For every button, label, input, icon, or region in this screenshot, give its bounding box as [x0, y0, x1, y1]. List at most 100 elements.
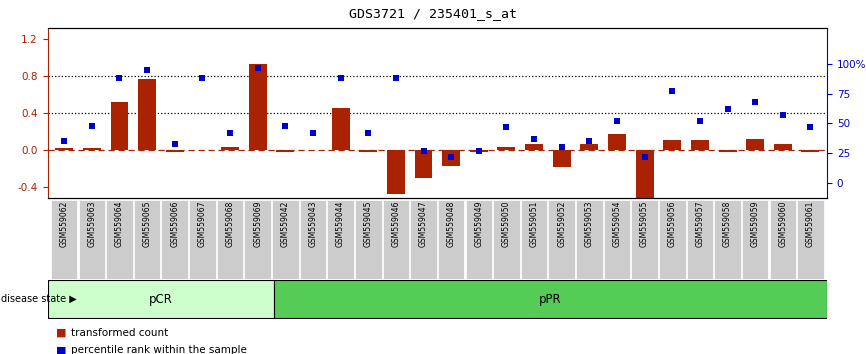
Point	[389, 75, 403, 81]
Text: GSM559043: GSM559043	[308, 201, 318, 247]
FancyBboxPatch shape	[410, 200, 436, 279]
Text: GSM559046: GSM559046	[391, 201, 400, 247]
Text: pCR: pCR	[149, 293, 173, 306]
Text: GSM559066: GSM559066	[171, 201, 179, 247]
Text: GSM559048: GSM559048	[447, 201, 456, 247]
Text: ■: ■	[56, 328, 67, 338]
FancyBboxPatch shape	[576, 200, 603, 279]
Point	[85, 123, 99, 129]
Text: GSM559059: GSM559059	[751, 201, 759, 247]
Text: GDS3721 / 235401_s_at: GDS3721 / 235401_s_at	[349, 7, 517, 20]
Bar	[387, 150, 404, 194]
FancyBboxPatch shape	[355, 200, 382, 279]
Bar	[636, 150, 654, 202]
FancyBboxPatch shape	[438, 200, 464, 279]
Bar	[691, 140, 709, 150]
Bar	[525, 144, 543, 150]
Point	[113, 75, 126, 81]
Point	[500, 124, 514, 130]
FancyBboxPatch shape	[548, 200, 575, 279]
Point	[223, 130, 237, 136]
FancyBboxPatch shape	[244, 200, 271, 279]
Text: GSM559063: GSM559063	[87, 201, 96, 247]
FancyBboxPatch shape	[383, 200, 409, 279]
Bar	[443, 150, 460, 166]
FancyBboxPatch shape	[300, 200, 326, 279]
Point	[417, 148, 430, 154]
FancyBboxPatch shape	[714, 200, 740, 279]
Bar	[497, 148, 515, 150]
Text: GSM559069: GSM559069	[253, 201, 262, 247]
FancyBboxPatch shape	[79, 200, 105, 279]
Bar	[221, 148, 239, 150]
FancyBboxPatch shape	[275, 280, 827, 318]
FancyBboxPatch shape	[272, 200, 299, 279]
Text: percentile rank within the sample: percentile rank within the sample	[71, 346, 247, 354]
Bar	[415, 150, 432, 178]
FancyBboxPatch shape	[659, 200, 686, 279]
Text: GSM559049: GSM559049	[475, 201, 483, 247]
Text: GSM559060: GSM559060	[779, 201, 787, 247]
Text: GSM559058: GSM559058	[723, 201, 732, 247]
Text: GSM559062: GSM559062	[60, 201, 68, 247]
FancyBboxPatch shape	[604, 200, 630, 279]
Text: GSM559045: GSM559045	[364, 201, 372, 247]
Point	[610, 118, 624, 124]
Text: GSM559068: GSM559068	[225, 201, 235, 247]
Text: GSM559042: GSM559042	[281, 201, 290, 247]
Text: disease state ▶: disease state ▶	[1, 294, 76, 304]
Text: GSM559064: GSM559064	[115, 201, 124, 247]
Bar	[553, 150, 571, 167]
Point	[140, 67, 154, 73]
Point	[637, 154, 651, 160]
Point	[583, 138, 597, 144]
FancyBboxPatch shape	[770, 200, 796, 279]
Point	[527, 136, 541, 142]
FancyBboxPatch shape	[631, 200, 658, 279]
Bar	[746, 139, 764, 150]
Point	[472, 148, 486, 154]
Bar	[359, 150, 378, 152]
Text: GSM559051: GSM559051	[530, 201, 539, 247]
FancyBboxPatch shape	[742, 200, 768, 279]
Bar	[608, 133, 626, 150]
Point	[168, 141, 182, 147]
Text: transformed count: transformed count	[71, 328, 168, 338]
Bar	[55, 148, 74, 150]
Bar	[469, 150, 488, 152]
FancyBboxPatch shape	[687, 200, 714, 279]
FancyBboxPatch shape	[134, 200, 160, 279]
FancyBboxPatch shape	[161, 200, 188, 279]
FancyBboxPatch shape	[798, 200, 824, 279]
Bar	[165, 150, 184, 152]
Point	[555, 144, 569, 150]
Bar	[332, 108, 350, 150]
Point	[278, 123, 292, 129]
Point	[361, 130, 375, 136]
Text: pPR: pPR	[540, 293, 562, 306]
Bar	[663, 140, 682, 150]
Point	[251, 65, 265, 70]
FancyBboxPatch shape	[107, 200, 132, 279]
Bar	[719, 150, 736, 152]
Point	[776, 112, 790, 118]
Point	[306, 130, 320, 136]
Text: GSM559054: GSM559054	[612, 201, 622, 247]
Bar	[83, 148, 100, 150]
Point	[333, 75, 347, 81]
Point	[57, 138, 71, 144]
FancyBboxPatch shape	[216, 200, 243, 279]
Text: GSM559055: GSM559055	[640, 201, 650, 247]
Text: GSM559065: GSM559065	[143, 201, 152, 247]
FancyBboxPatch shape	[520, 200, 547, 279]
FancyBboxPatch shape	[51, 200, 77, 279]
Bar	[111, 102, 128, 150]
Point	[748, 99, 762, 105]
Text: GSM559044: GSM559044	[336, 201, 345, 247]
Text: GSM559050: GSM559050	[502, 201, 511, 247]
Text: ■: ■	[56, 346, 67, 354]
FancyBboxPatch shape	[189, 200, 216, 279]
Text: GSM559061: GSM559061	[806, 201, 815, 247]
Text: GSM559047: GSM559047	[419, 201, 428, 247]
Bar	[249, 64, 267, 150]
